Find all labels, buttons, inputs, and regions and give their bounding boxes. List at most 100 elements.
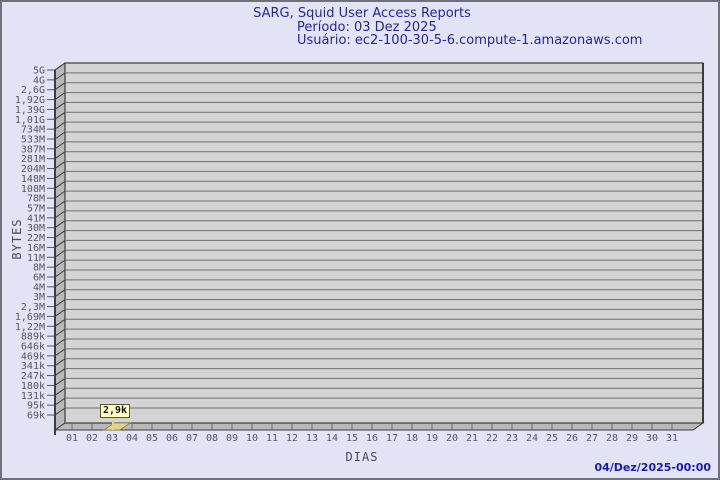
x-tick-label: 15 [346,433,358,444]
y-tick-label: 57M [27,204,45,215]
wall-diagonal [54,358,66,367]
report-period: Período: 03 Dez 2025 [297,20,437,35]
y-tick-label: 5G [33,66,45,77]
y-tick-label: 646k [21,342,45,353]
y-tick-label: 1,39G [15,105,45,116]
wall-diagonal [54,92,66,100]
wall-diagonal [54,131,66,140]
x-tick-label: 02 [86,433,98,444]
wall-diagonal [54,180,66,189]
x-tick-label: 05 [146,433,158,444]
x-tick-label: 10 [246,433,258,444]
y-tick-label: 2,3M [21,302,45,313]
x-tick-label: 22 [486,433,498,444]
wall-diagonal [54,407,66,416]
wall-diagonal [54,397,66,406]
y-tick-label: 69k [27,411,45,422]
y-tick-label: 341k [21,361,45,372]
y-tick-label: 131k [21,391,45,402]
wall-diagonal [54,378,66,386]
wall-diagonal [54,348,66,357]
wall-diagonal [54,269,66,278]
wall-diagonal [54,111,66,120]
x-tick-label: 23 [506,433,518,444]
y-tick-label: 4G [33,75,45,86]
wall-diagonal [54,299,66,307]
y-tick-label: 22M [27,233,45,244]
x-tick-label: 08 [206,433,218,444]
y-tick-label: 281M [21,154,45,165]
plot-face [64,62,704,424]
x-tick-label: 26 [566,433,578,444]
report-user: Usuário: ec2-100-30-5-6.compute-1.amazon… [297,33,643,48]
y-tick-label: 889k [21,332,45,343]
x-tick-label: 06 [166,433,178,444]
wall-diagonal [54,338,66,347]
y-tick-label: 1,92G [15,95,45,106]
x-tick-label: 31 [666,433,678,444]
x-tick-label: 09 [226,433,238,444]
wall-diagonal [54,289,66,298]
bar-value-callout: 2,9k [100,404,131,418]
wall-diagonal [54,259,66,268]
wall-diagonal [54,62,66,71]
x-axis-title: DIAS [345,450,379,464]
wall-diagonal [54,72,66,81]
generated-timestamp: 04/Dez/2025-00:00 [594,461,711,474]
wall-diagonal [54,240,66,248]
wall-diagonal [54,328,66,337]
x-tick-label: 28 [606,433,618,444]
x-tick-label: 16 [366,433,378,444]
wall-diagonal [54,318,66,327]
y-tick-label: 11M [27,253,45,264]
y-tick-label: 78M [27,194,45,205]
x-tick-label: 24 [526,433,538,444]
wall-diagonal [54,82,66,91]
y-axis-title: BYTES [10,218,24,260]
y-tick-label: 108M [21,184,45,195]
y-tick-label: 30M [27,223,45,234]
y-tick-label: 2,6G [21,85,45,96]
y-tick-label: 41M [27,213,45,224]
x-tick-label: 25 [546,433,558,444]
wall-diagonal [54,141,66,150]
y-tick-label: 1,69M [15,312,45,323]
wall-diagonal [54,210,66,219]
wall-diagonal [54,121,66,130]
x-tick-label: 12 [286,433,298,444]
wall-diagonal [54,230,66,238]
y-tick-label: 1,01G [15,115,45,126]
wall-diagonal [54,309,66,317]
y-tick-label: 4M [33,282,45,293]
x-tick-label: 19 [426,433,438,444]
y-tick-label: 3M [33,292,45,303]
wall-diagonal [54,279,66,288]
x-tick-label: 21 [466,433,478,444]
y-tick-label: 533M [21,135,45,146]
x-tick-label: 30 [646,433,658,444]
wall-diagonal [54,190,66,199]
x-tick-label: 03 [106,433,118,444]
y-tick-label: 16M [27,243,45,254]
x-tick-label: 14 [326,433,338,444]
y-tick-label: 734M [21,125,45,136]
x-tick-label: 13 [306,433,318,444]
wall-diagonal [54,161,66,169]
wall-diagonal [54,220,66,229]
y-tick-label: 95k [27,401,45,412]
y-tick-label: 247k [21,371,45,382]
wall-diagonal [54,200,66,209]
report-title: SARG, Squid User Access Reports [253,6,471,21]
wall-diagonal [54,151,66,160]
wall-diagonal [54,171,66,179]
wall-diagonal [54,249,66,258]
x-tick-label: 11 [266,433,278,444]
y-tick-label: 6M [33,273,45,284]
y-tick-label: 387M [21,144,45,155]
wall-diagonal [54,368,66,376]
wall-diagonal [54,387,66,396]
x-tick-label: 18 [406,433,418,444]
x-tick-label: 04 [126,433,138,444]
